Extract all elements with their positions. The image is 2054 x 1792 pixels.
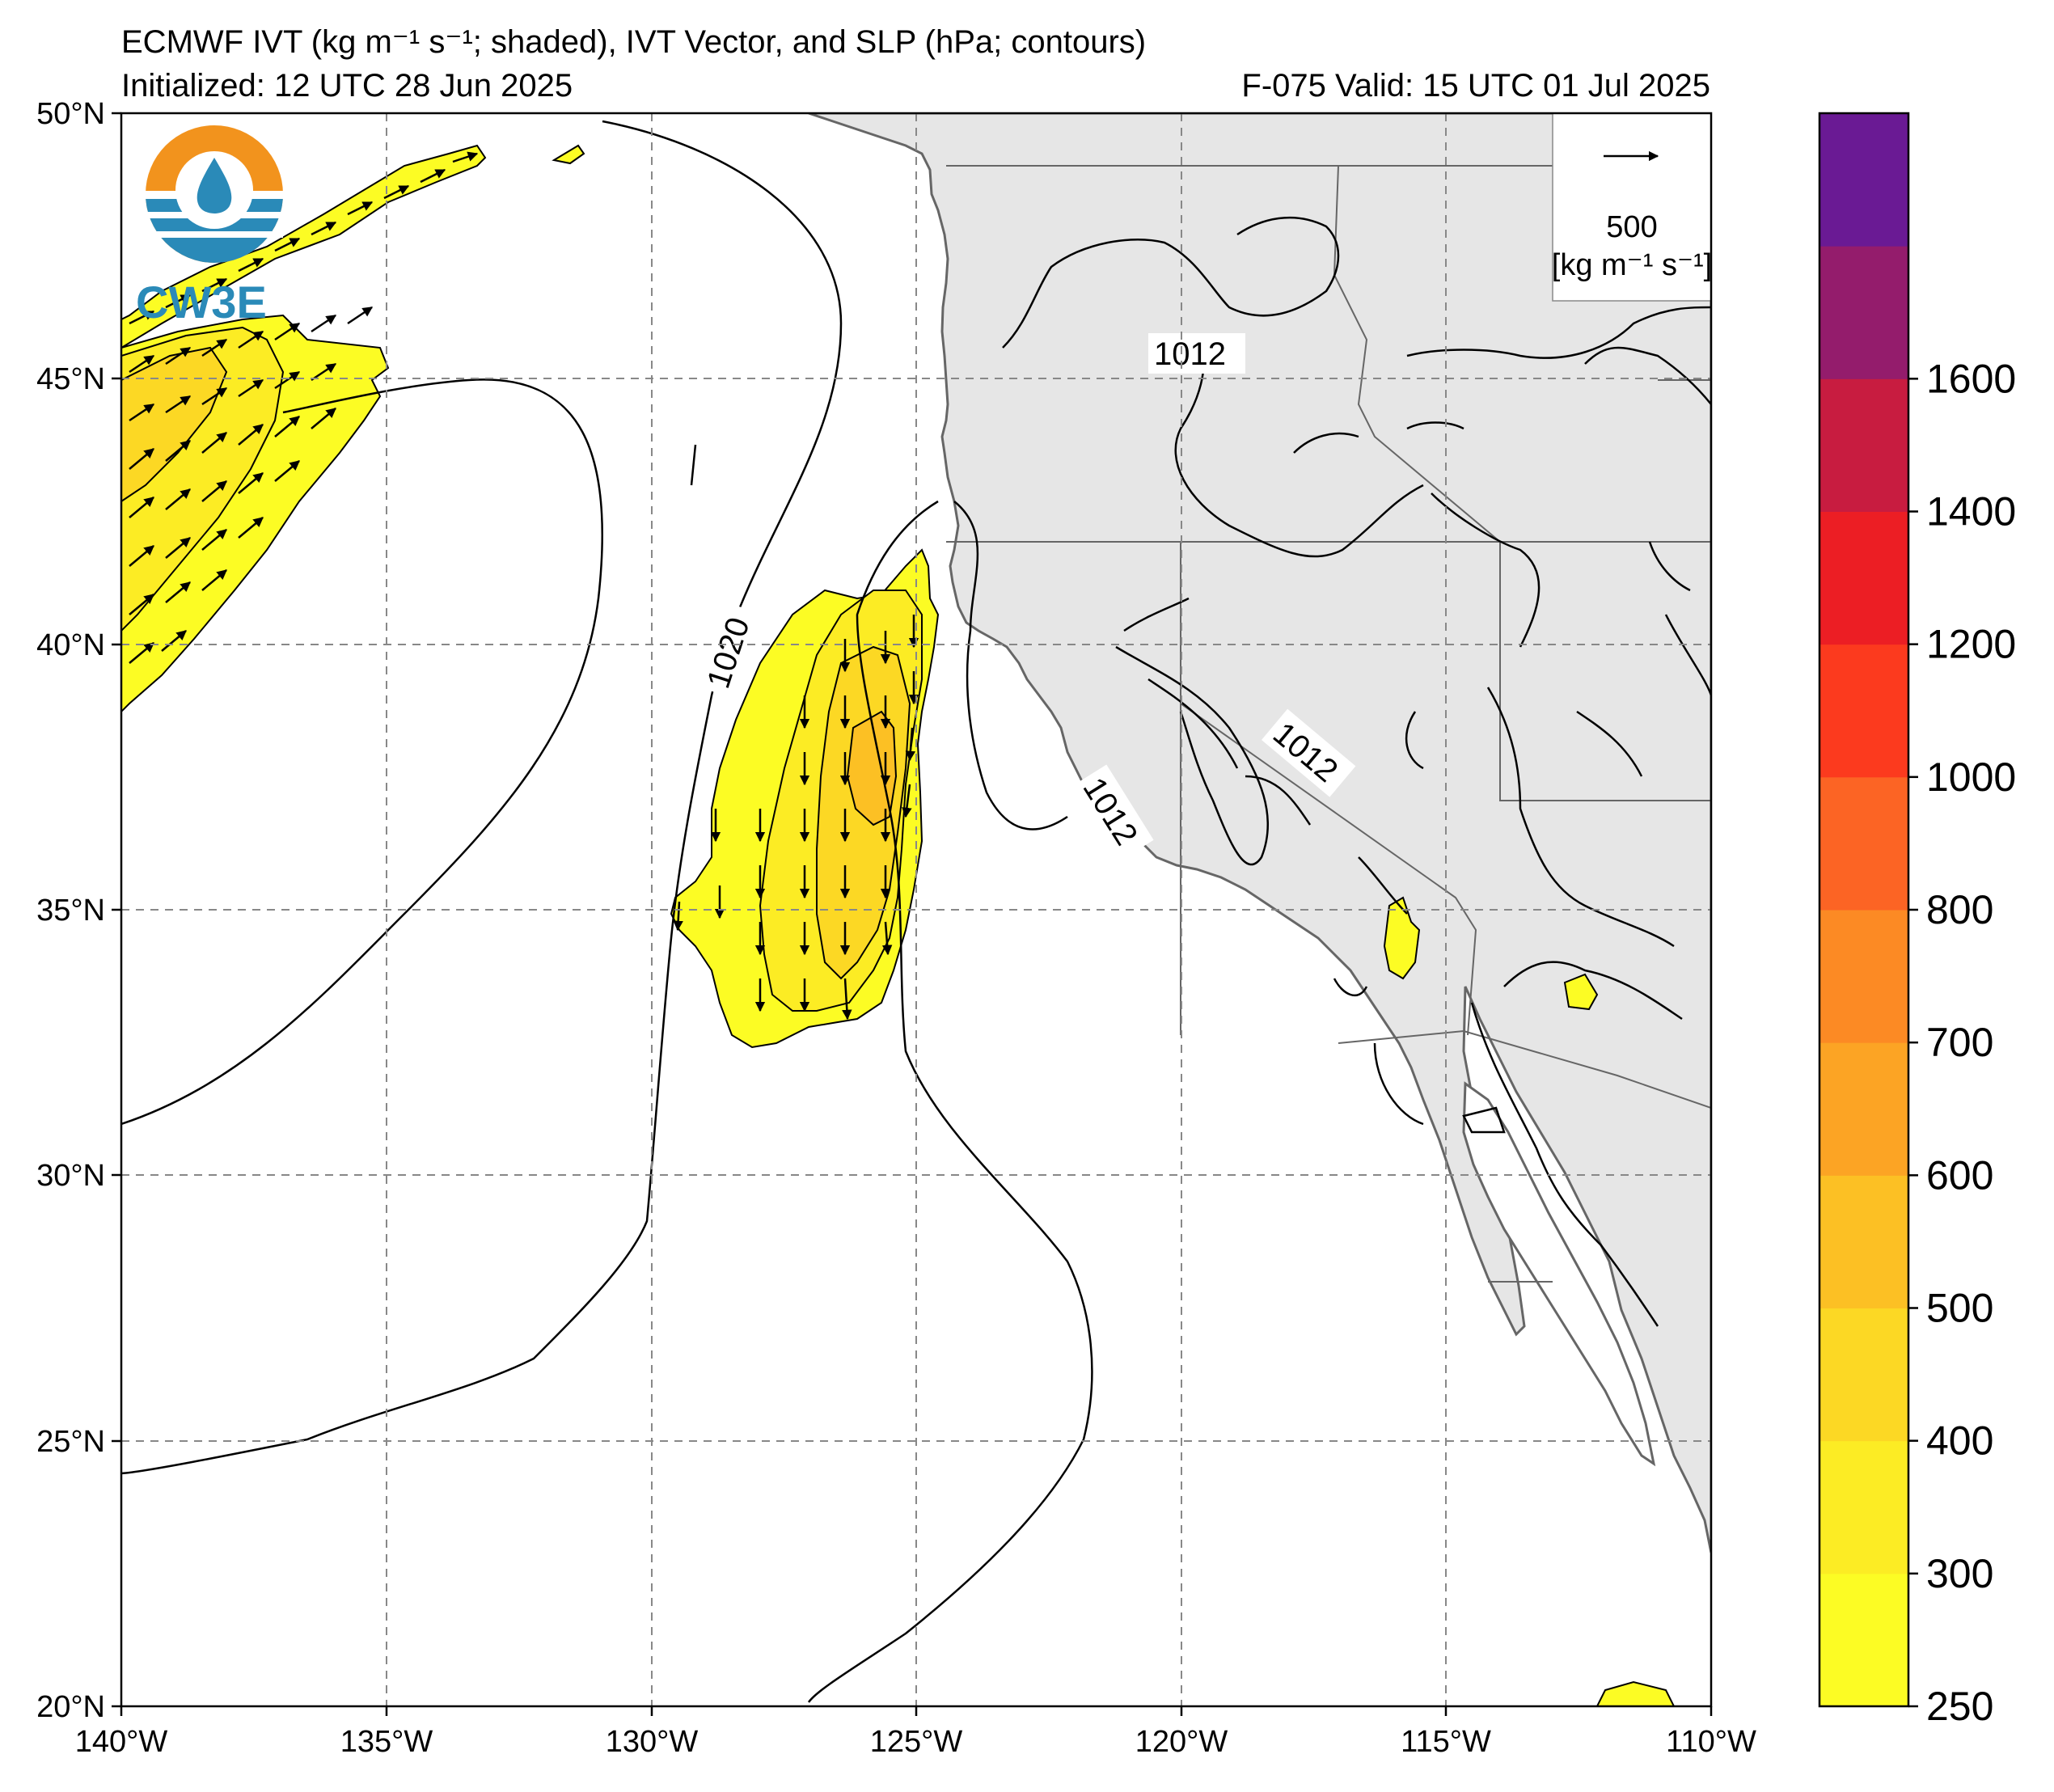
- colorbar-tick-label: 1000: [1926, 754, 2016, 800]
- lat-label: 45°N: [36, 362, 105, 396]
- initialized-time: Initialized: 12 UTC 28 Jun 2025: [121, 68, 573, 104]
- colorbar-segment: [1819, 1573, 1908, 1707]
- colorbar-segment: [1819, 776, 1908, 911]
- lat-label: 20°N: [36, 1690, 105, 1724]
- colorbar: [1819, 113, 1908, 1707]
- colorbar-segment: [1819, 1308, 1908, 1442]
- colorbar-segment: [1819, 1175, 1908, 1308]
- lat-label: 25°N: [36, 1425, 105, 1459]
- lat-label: 35°N: [36, 894, 105, 928]
- ivt-vectors-northwest: [129, 151, 479, 664]
- colorbar-segment: [1819, 1440, 1908, 1574]
- lat-label: 30°N: [36, 1159, 105, 1193]
- colorbar-tick-label: 400: [1926, 1418, 1993, 1464]
- gridlines: [121, 113, 1711, 1706]
- reference-value: 500: [1606, 210, 1657, 244]
- gulf-of-california: [1462, 1081, 1656, 1467]
- tick-marks: [112, 112, 1713, 1716]
- colorbar-tick-label: 600: [1926, 1152, 1993, 1198]
- colorbar-segment: [1819, 246, 1908, 379]
- ivt-patches-inland: [1383, 896, 1676, 1706]
- colorbar-tick-label: 1400: [1926, 489, 2016, 535]
- logo-text: CW3E: [136, 277, 267, 328]
- reference-units: [kg m⁻¹ s⁻¹]: [1552, 248, 1712, 282]
- slp-contours: [121, 120, 1711, 1703]
- colorbar-segment: [1819, 378, 1908, 512]
- colorbar-tick-label: 800: [1926, 887, 1993, 932]
- lat-label: 50°N: [36, 97, 105, 131]
- lon-label: 110°W: [1666, 1725, 1756, 1759]
- lon-label: 135°W: [340, 1725, 433, 1759]
- lon-label: 115°W: [1401, 1725, 1491, 1759]
- valid-time: F-075 Valid: 15 UTC 01 Jul 2025: [1241, 68, 1710, 104]
- lon-label: 120°W: [1135, 1725, 1228, 1759]
- lon-label: 125°W: [870, 1725, 963, 1759]
- contour-label-1012-oregon: 1012: [1154, 336, 1226, 372]
- cw3e-logo: CW3E: [136, 125, 283, 328]
- colorbar-tick-label: 500: [1926, 1286, 1993, 1331]
- colorbar-tick-label: 1200: [1926, 622, 2016, 667]
- colorbar-tick-label: 700: [1926, 1020, 1993, 1065]
- colorbar-segment: [1819, 1042, 1908, 1176]
- colorbar-segment: [1819, 644, 1908, 778]
- colorbar-segment: [1819, 511, 1908, 645]
- colorbar-segment: [1819, 113, 1908, 247]
- colorbar-tick-label: 250: [1926, 1684, 1993, 1729]
- colorbar-segment: [1819, 910, 1908, 1043]
- lat-label: 40°N: [36, 628, 105, 662]
- water-drop-icon: [197, 158, 232, 213]
- chart-title: ECMWF IVT (kg m⁻¹ s⁻¹; shaded), IVT Vect…: [121, 24, 1147, 60]
- colorbar-ticks: 250 300 400 500 600 700 800 1000 1200 1400 1600: [1908, 356, 2016, 1729]
- lon-label: 140°W: [75, 1725, 168, 1759]
- ivt-vectors-california: [673, 615, 919, 1021]
- reference-vector-box: 500 [kg m⁻¹ s⁻¹]: [1552, 112, 1712, 302]
- colorbar-tick-label: 1600: [1926, 356, 2016, 401]
- longitude-labels: 140°W 135°W 130°W 125°W 120°W 115°W 110°…: [75, 1725, 1756, 1759]
- colorbar-tick-label: 300: [1926, 1551, 1993, 1596]
- latitude-labels: 50°N 45°N 40°N 35°N 30°N 25°N 20°N: [36, 97, 105, 1724]
- lon-label: 130°W: [606, 1725, 699, 1759]
